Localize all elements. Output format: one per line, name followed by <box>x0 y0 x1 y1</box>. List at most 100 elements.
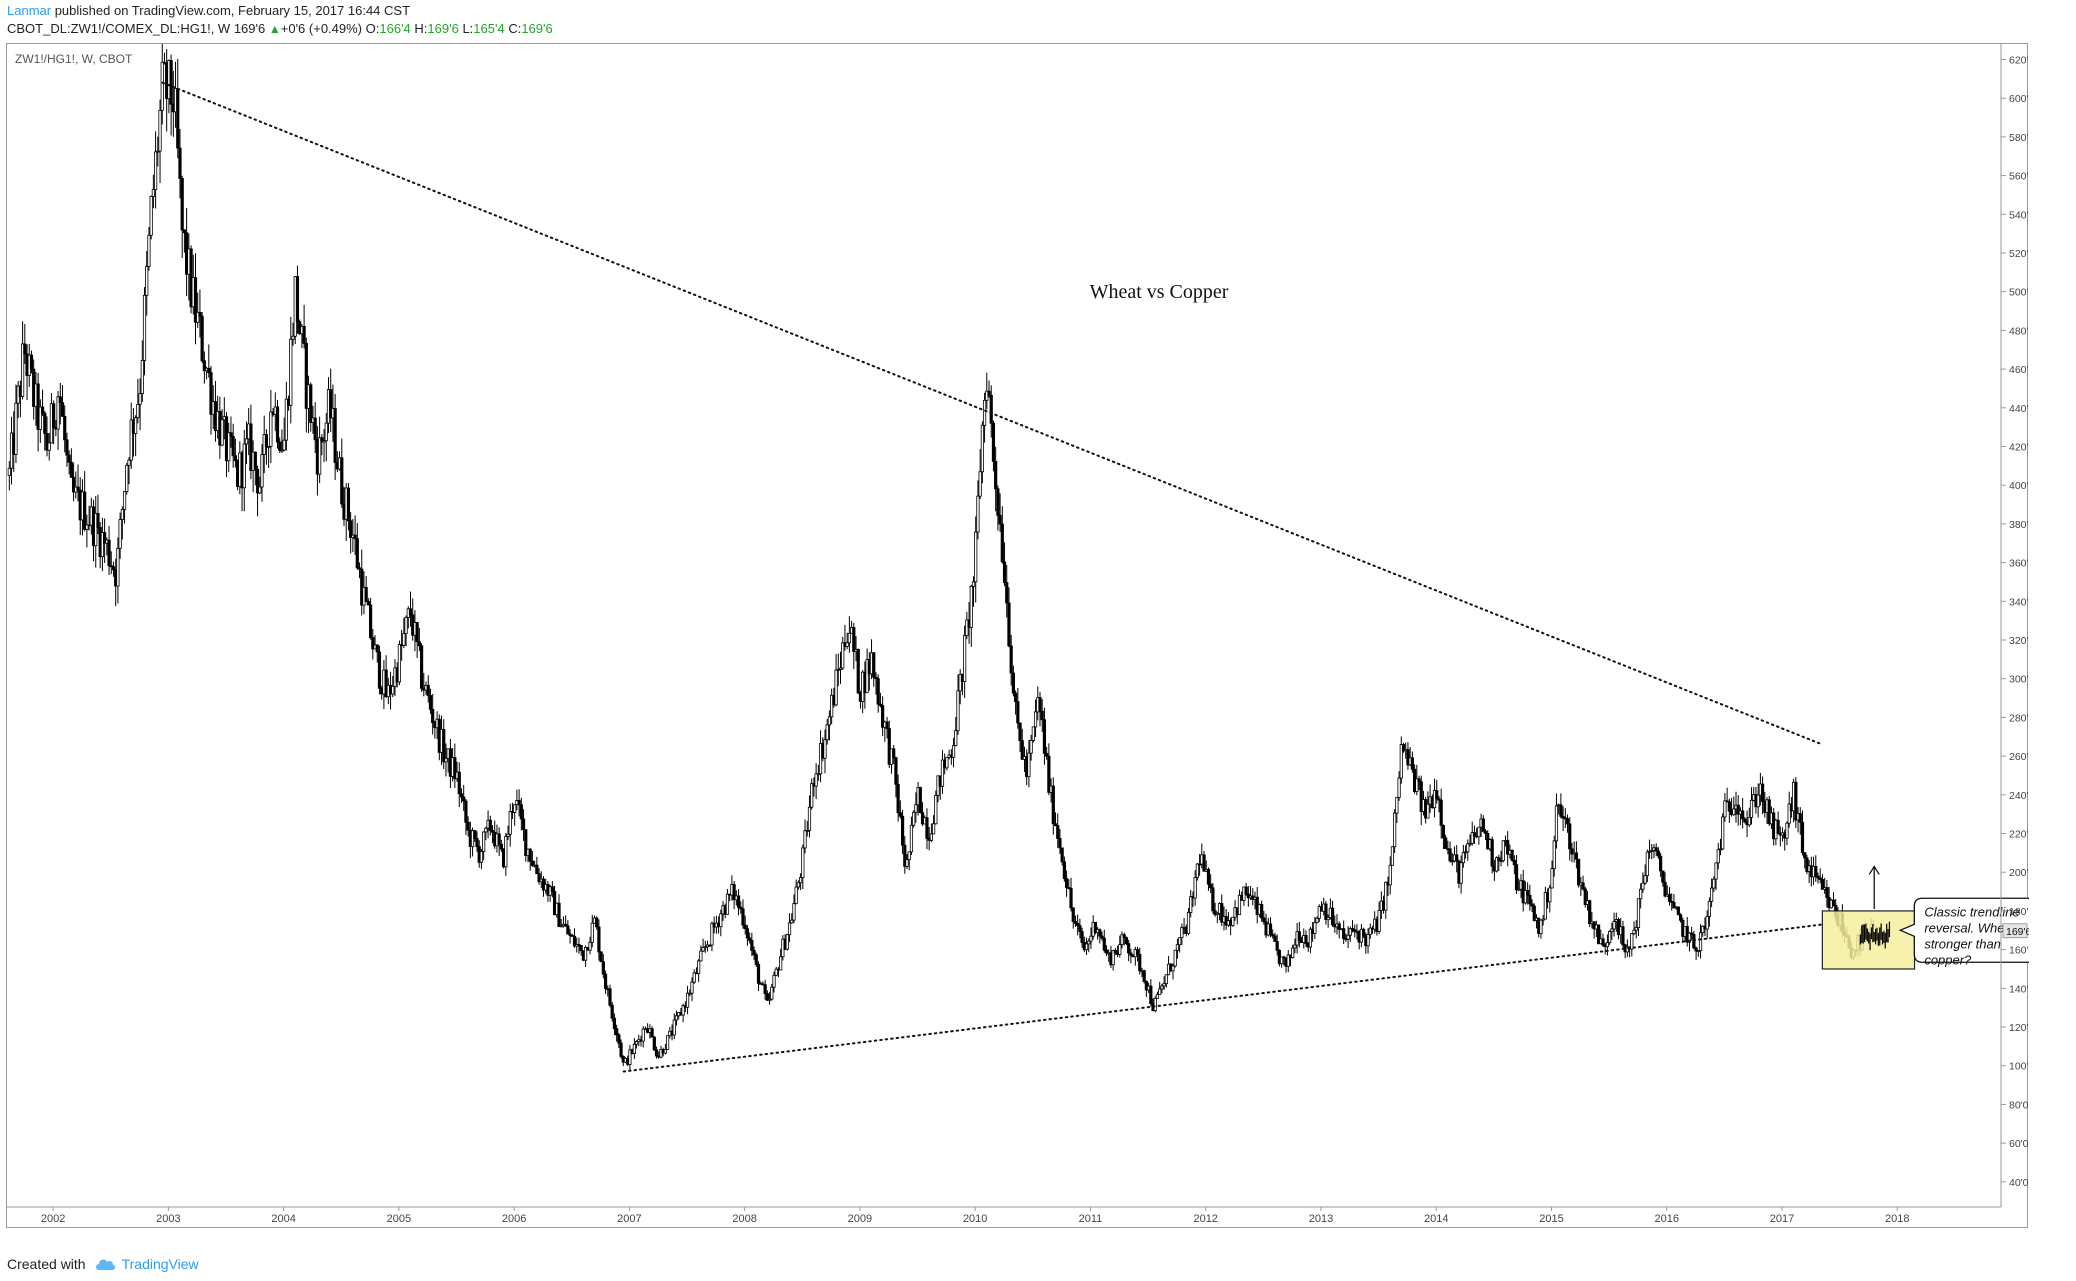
candle <box>739 901 743 914</box>
candle <box>1530 899 1534 913</box>
candle <box>790 913 794 924</box>
candle <box>1550 860 1554 889</box>
candle <box>881 696 885 736</box>
candle <box>419 643 424 692</box>
candle <box>763 979 767 1001</box>
time-tick-label: 2008 <box>732 1213 756 1225</box>
price-tick-label: 540'0 <box>2009 209 2029 221</box>
candle <box>1058 828 1062 854</box>
candle <box>612 1013 617 1036</box>
candle <box>65 432 69 467</box>
candle <box>905 853 909 869</box>
candle <box>650 1026 654 1038</box>
candle <box>1388 856 1392 895</box>
candle <box>1561 806 1565 832</box>
candle <box>701 938 705 952</box>
candle <box>43 410 47 451</box>
chart-frame[interactable]: Classic trendline reversal. Wheat stronger… <box>6 43 2029 1229</box>
candle <box>1098 928 1102 944</box>
candle <box>725 889 730 915</box>
candle <box>608 984 612 1008</box>
candle <box>242 429 246 512</box>
candle <box>431 694 435 735</box>
candle <box>1639 883 1643 909</box>
candle <box>1071 907 1075 929</box>
candle <box>865 648 869 694</box>
candle <box>1326 914 1330 928</box>
candle <box>903 836 907 874</box>
tradingview-link[interactable]: TradingView <box>94 1253 199 1275</box>
candle <box>1060 847 1064 866</box>
candle <box>260 444 264 502</box>
callout[interactable]: Classic trendline reversal. Wheat stronger… <box>1898 897 2029 967</box>
candle <box>1016 687 1020 729</box>
candle <box>408 591 413 627</box>
candle <box>349 512 353 554</box>
candle <box>1111 949 1115 971</box>
candle <box>1634 920 1638 939</box>
candle <box>490 825 495 844</box>
lower-trendline[interactable] <box>622 923 1824 1073</box>
upper-trendline[interactable] <box>161 81 1824 746</box>
candle <box>1215 911 1219 923</box>
chart-svg[interactable]: Classic trendline reversal. Wheat stronger… <box>7 44 2029 1229</box>
candle <box>1138 947 1142 975</box>
candle <box>207 344 211 378</box>
candle <box>153 131 158 209</box>
candle <box>1805 854 1809 875</box>
candle <box>1113 948 1117 955</box>
candle <box>794 879 798 905</box>
candle <box>1787 791 1791 828</box>
candle <box>579 945 583 956</box>
candle <box>1785 821 1789 846</box>
time-tick-label: 2007 <box>617 1213 641 1225</box>
candle <box>1588 899 1592 927</box>
candle <box>535 856 539 875</box>
candle <box>830 688 834 725</box>
candle <box>209 366 213 435</box>
candle <box>357 562 362 579</box>
callout-text: Classic trendline reversal. Wheat stronger… <box>1924 904 2019 967</box>
candle <box>178 128 182 199</box>
candle <box>1275 934 1279 956</box>
candle <box>484 826 488 841</box>
candle <box>295 265 300 334</box>
candle <box>674 1010 679 1026</box>
candle <box>1330 900 1335 927</box>
candle <box>1543 886 1547 920</box>
candle <box>83 471 87 532</box>
author-link[interactable]: Lanmar <box>7 3 52 18</box>
candle <box>1164 974 1168 988</box>
candle <box>71 462 76 502</box>
time-tick-label: 2011 <box>1079 1213 1103 1225</box>
candle <box>1767 796 1771 826</box>
candle <box>1040 699 1044 733</box>
candle <box>1712 876 1716 893</box>
candle <box>499 839 503 853</box>
candle <box>1694 946 1698 961</box>
candle <box>278 437 282 454</box>
candle <box>1776 811 1780 835</box>
candle <box>1346 926 1350 949</box>
candle <box>672 1013 676 1040</box>
price-axis[interactable]: 40'0 60'0 80'0 100'0 120'0 140'0 160'0 180'0 200… <box>2000 44 2029 1207</box>
price-tick-label: 340'0 <box>2009 596 2029 608</box>
candle <box>852 622 856 670</box>
candle <box>415 622 419 658</box>
candle <box>1501 840 1505 863</box>
candle <box>302 304 306 349</box>
candle <box>1209 874 1213 894</box>
candle <box>1180 923 1184 946</box>
candle <box>40 389 45 416</box>
candle <box>111 561 116 577</box>
price-tick-label: 400'0 <box>2009 480 2029 492</box>
candle <box>816 764 820 781</box>
candle <box>442 719 446 770</box>
candle <box>457 762 461 808</box>
candle <box>426 675 430 703</box>
time-axis[interactable]: 2002 2003 2004 2005 2006 2007 2008 2009 2010 2011… <box>7 1206 2001 1225</box>
candle <box>599 951 603 963</box>
candle <box>929 823 933 843</box>
candle <box>572 928 577 948</box>
candle <box>1195 862 1199 881</box>
